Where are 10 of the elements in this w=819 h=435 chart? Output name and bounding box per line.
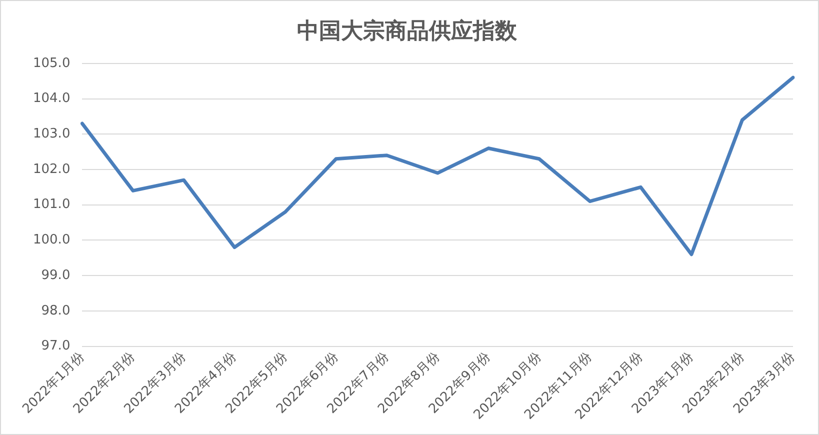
- y-tick-label: 102.0: [33, 162, 70, 177]
- y-tick-label: 103.0: [33, 126, 70, 142]
- y-tick-label: 97.0: [41, 338, 70, 354]
- y-tick-label: 100.0: [33, 232, 70, 248]
- y-tick-label: 105.0: [33, 56, 70, 71]
- y-tick-label: 101.0: [33, 197, 70, 212]
- y-tick-label: 98.0: [41, 303, 70, 318]
- y-tick-label: 104.0: [33, 91, 70, 106]
- chart-title: 中国大宗商品供应指数: [297, 18, 518, 44]
- y-tick-label: 99.0: [41, 268, 70, 283]
